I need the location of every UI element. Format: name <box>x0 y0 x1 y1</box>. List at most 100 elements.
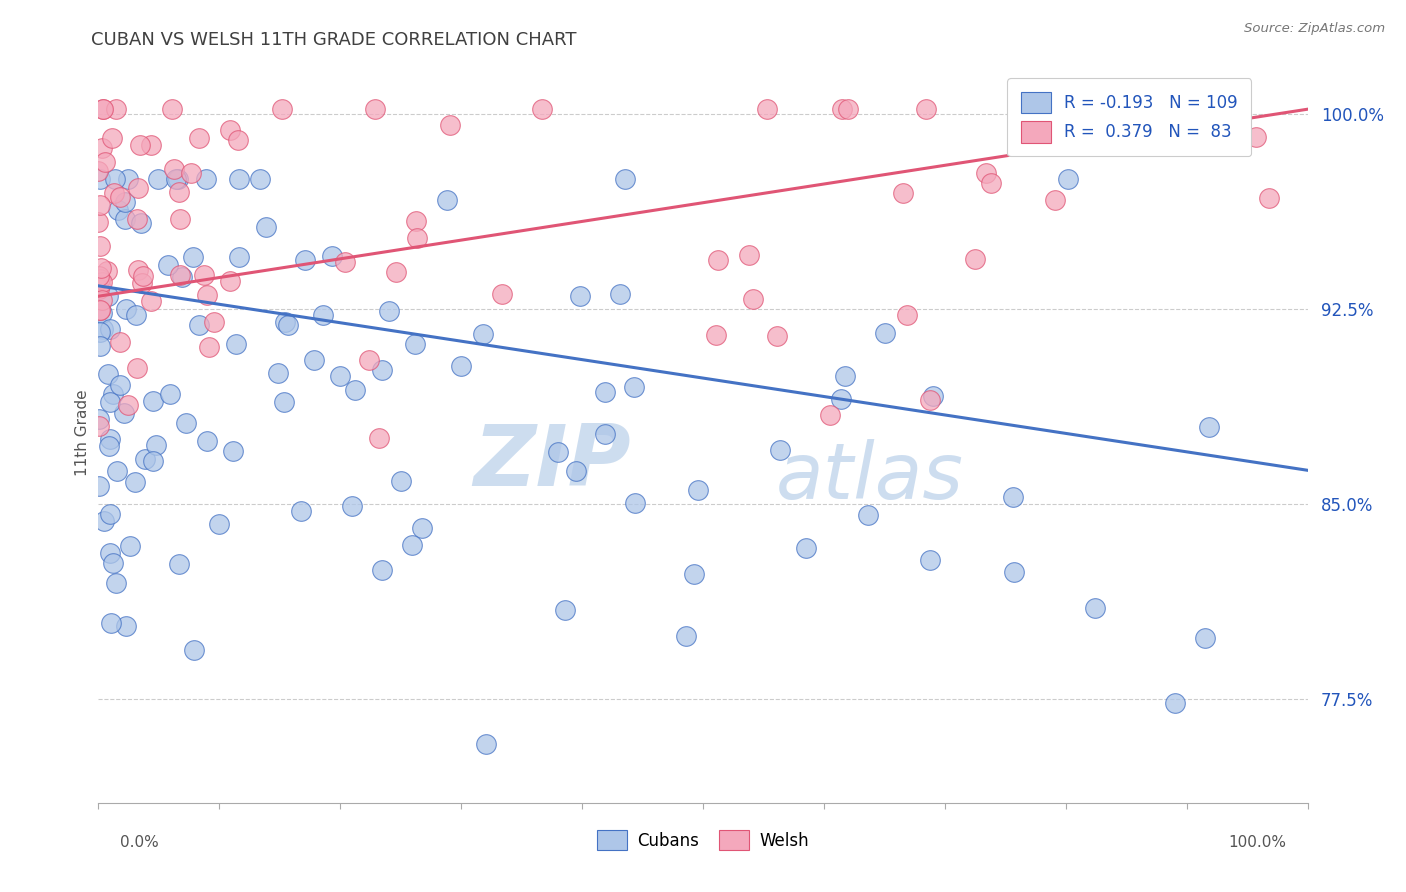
Point <box>145 438 167 452</box>
Point <box>96 264 118 278</box>
Point <box>91 102 114 116</box>
Point <box>1198 420 1220 434</box>
Point <box>101 130 124 145</box>
Point <box>769 443 792 458</box>
Point <box>93 515 115 529</box>
Point <box>290 504 312 518</box>
Point <box>139 138 162 153</box>
Point <box>105 576 128 591</box>
Point <box>115 302 138 317</box>
Point <box>112 406 135 420</box>
Point <box>100 395 122 409</box>
Point <box>565 464 588 478</box>
Point <box>1078 102 1101 116</box>
Legend: Cubans, Welsh: Cubans, Welsh <box>591 823 815 857</box>
Point <box>554 603 576 617</box>
Point <box>183 642 205 657</box>
Point <box>741 293 763 307</box>
Point <box>371 564 394 578</box>
Point <box>89 277 111 292</box>
Point <box>127 263 149 277</box>
Point <box>169 268 191 283</box>
Point <box>794 541 817 556</box>
Point <box>569 289 592 303</box>
Point <box>302 352 325 367</box>
Text: ZIP: ZIP <box>472 421 630 504</box>
Point <box>614 172 637 186</box>
Point <box>1191 102 1213 116</box>
Point <box>294 253 316 268</box>
Point <box>87 418 110 433</box>
Point <box>364 102 387 116</box>
Point <box>194 172 217 186</box>
Point <box>207 516 229 531</box>
Point <box>340 500 363 514</box>
Point <box>411 521 433 535</box>
Point <box>163 161 186 176</box>
Point <box>277 318 299 332</box>
Point <box>195 288 218 302</box>
Point <box>472 327 495 342</box>
Point <box>202 315 225 329</box>
Point <box>105 464 128 478</box>
Point <box>129 215 152 229</box>
Point <box>159 386 181 401</box>
Point <box>706 253 728 268</box>
Point <box>896 308 918 322</box>
Point <box>115 619 138 633</box>
Point <box>343 383 366 397</box>
Point <box>675 629 697 643</box>
Point <box>125 309 148 323</box>
Point <box>595 426 617 441</box>
Point <box>169 211 191 226</box>
Point <box>686 483 709 498</box>
Point <box>87 163 110 178</box>
Point <box>141 293 163 308</box>
Point <box>188 318 211 333</box>
Point <box>766 328 789 343</box>
Point <box>228 251 250 265</box>
Point <box>683 566 706 581</box>
Point <box>371 363 394 377</box>
Point <box>100 615 122 630</box>
Point <box>87 282 110 296</box>
Point <box>90 260 112 275</box>
Point <box>1002 566 1025 580</box>
Point <box>963 252 986 266</box>
Point <box>89 303 111 318</box>
Point <box>1194 631 1216 645</box>
Point <box>974 165 997 179</box>
Text: atlas: atlas <box>776 439 963 515</box>
Point <box>117 172 139 186</box>
Point <box>89 302 111 317</box>
Point <box>450 359 472 374</box>
Point <box>134 451 156 466</box>
Point <box>197 340 219 354</box>
Point <box>91 140 114 154</box>
Point <box>891 186 914 200</box>
Point <box>547 445 569 459</box>
Point <box>167 186 190 200</box>
Point <box>170 270 193 285</box>
Point <box>120 539 142 553</box>
Point <box>125 212 148 227</box>
Y-axis label: 11th Grade: 11th Grade <box>75 389 90 476</box>
Point <box>226 133 249 147</box>
Point <box>90 293 112 307</box>
Point <box>93 322 115 336</box>
Point <box>89 272 111 286</box>
Point <box>593 384 616 399</box>
Point <box>321 249 343 263</box>
Point <box>1189 108 1212 122</box>
Point <box>738 248 761 262</box>
Point <box>312 309 335 323</box>
Point <box>98 322 121 336</box>
Point <box>142 454 165 468</box>
Point <box>1042 102 1064 116</box>
Point <box>818 408 841 422</box>
Point <box>97 439 120 453</box>
Point <box>222 443 245 458</box>
Point <box>87 478 110 492</box>
Point <box>436 193 458 207</box>
Point <box>918 392 941 407</box>
